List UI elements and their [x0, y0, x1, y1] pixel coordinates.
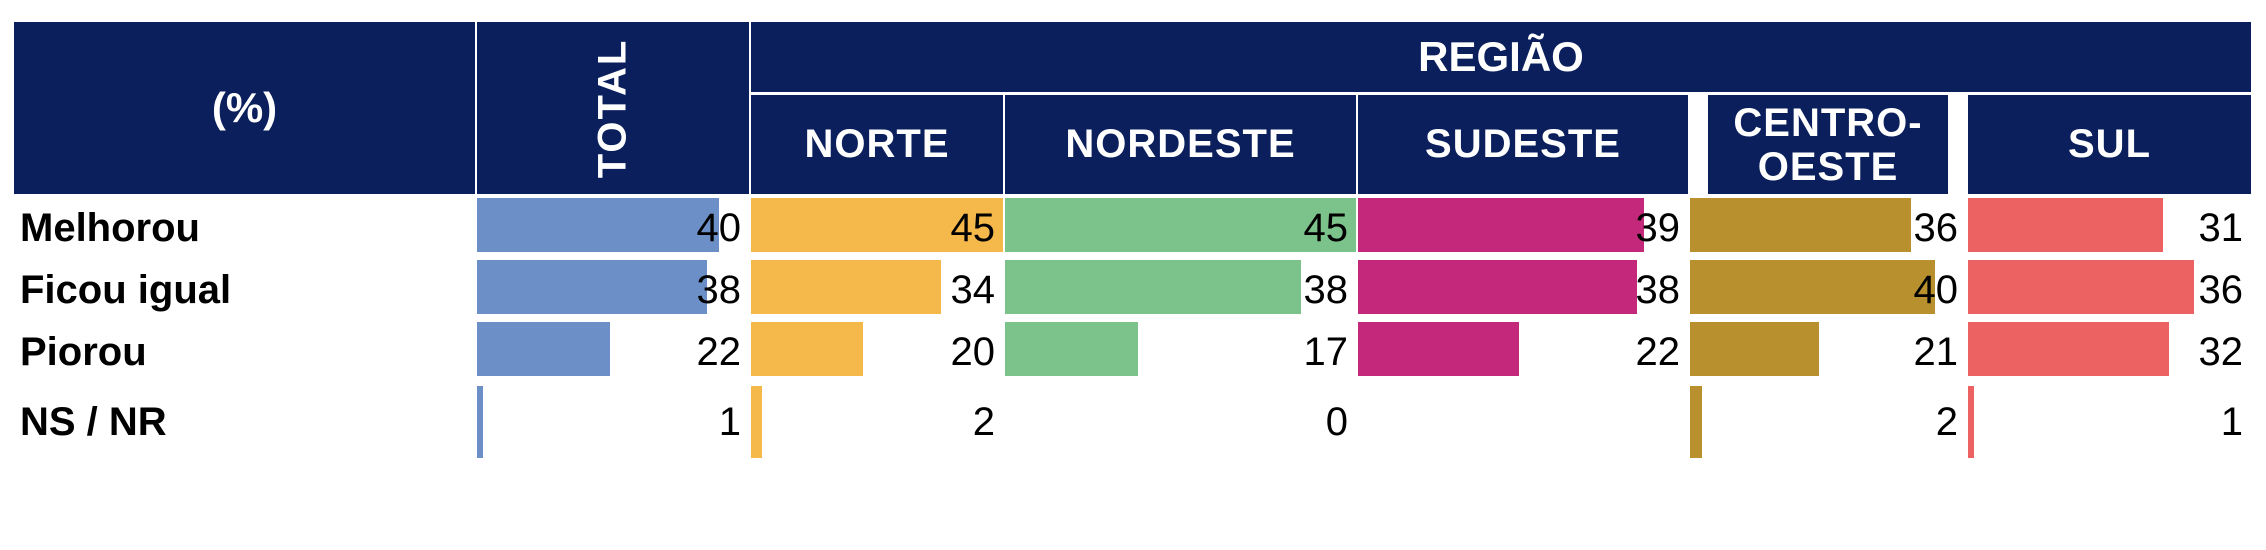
bar — [1690, 386, 1702, 458]
column-divider — [1688, 92, 1690, 194]
value-label: 36 — [2198, 268, 2244, 312]
bar — [477, 386, 483, 458]
region-header-sudeste: SUDESTE — [1358, 95, 1688, 194]
value-label: 39 — [1635, 206, 1681, 250]
bar — [1005, 260, 1301, 314]
value-label: 20 — [950, 330, 996, 374]
total-header: TOTAL — [477, 22, 749, 194]
value-label: 31 — [2198, 206, 2244, 250]
bar — [751, 322, 863, 376]
row-label: NS / NR — [20, 400, 167, 444]
bar — [751, 198, 1003, 252]
value-label: 45 — [1303, 206, 1349, 250]
value-label: 38 — [1635, 268, 1681, 312]
value-label: 1 — [2220, 400, 2243, 444]
bar — [1968, 260, 2194, 314]
unit-header: (%) — [14, 22, 475, 194]
total-header-label: TOTAL — [590, 38, 635, 178]
value-label: 38 — [696, 268, 742, 312]
header-divider — [751, 92, 2251, 94]
row-label: Piorou — [20, 330, 147, 374]
row-label: Melhorou — [20, 206, 200, 250]
value-label: 36 — [1913, 206, 1959, 250]
region-header-centro-oeste: CENTRO-OESTE — [1708, 95, 1948, 194]
value-label: 22 — [696, 330, 742, 374]
value-label: 34 — [950, 268, 996, 312]
column-divider — [1966, 92, 1968, 194]
bar — [1968, 198, 2163, 252]
bar — [1358, 322, 1519, 376]
column-divider — [1003, 92, 1005, 194]
value-label: 40 — [696, 206, 742, 250]
bar — [1005, 198, 1356, 252]
row-label: Ficou igual — [20, 268, 232, 312]
bar — [1358, 198, 1644, 252]
value-label: 45 — [950, 206, 996, 250]
bar — [1968, 322, 2169, 376]
value-label: 0 — [1325, 400, 1348, 444]
bar — [751, 260, 941, 314]
bar — [477, 198, 719, 252]
bar — [1968, 386, 1974, 458]
value-label: 2 — [972, 400, 995, 444]
region-group-header: REGIÃO — [751, 22, 2251, 92]
bar — [1358, 260, 1637, 314]
bar — [751, 386, 762, 458]
bar — [1690, 322, 1819, 376]
value-label: 17 — [1303, 330, 1349, 374]
value-label: 2 — [1935, 400, 1958, 444]
value-label: 40 — [1913, 268, 1959, 312]
value-label: 32 — [2198, 330, 2244, 374]
bar — [477, 260, 707, 314]
bar — [1690, 198, 1911, 252]
bar — [477, 322, 610, 376]
bar — [1690, 260, 1935, 314]
bar — [1005, 322, 1138, 376]
column-divider — [1356, 92, 1358, 194]
value-label: 22 — [1635, 330, 1681, 374]
value-label: 21 — [1913, 330, 1959, 374]
region-header-sul: SUL — [1968, 95, 2251, 194]
value-label: 38 — [1303, 268, 1349, 312]
region-header-norte: NORTE — [751, 95, 1003, 194]
region-header-nordeste: NORDESTE — [1005, 95, 1356, 194]
column-divider — [749, 22, 751, 194]
value-label: 1 — [718, 400, 741, 444]
